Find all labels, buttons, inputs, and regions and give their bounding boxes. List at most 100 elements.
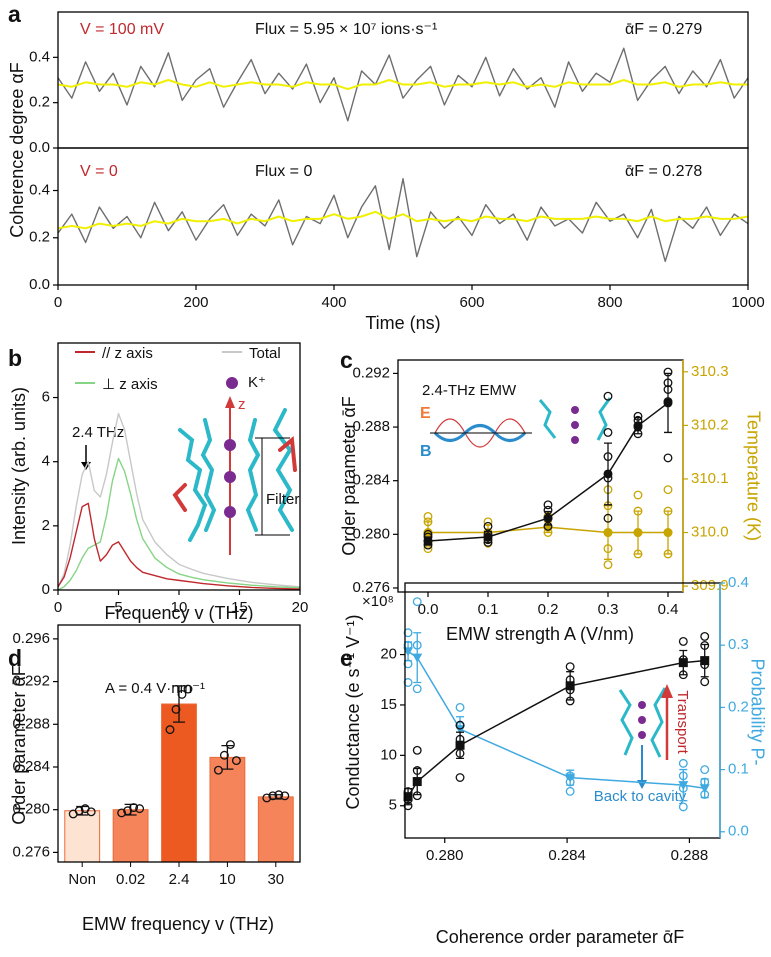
replicate-point — [412, 684, 422, 694]
x-axis-label: EMW frequency v (THz) — [82, 914, 274, 934]
y2-tick-label: 0.4 — [728, 574, 749, 591]
marker — [565, 681, 575, 691]
x-axis-label: EMW strength A (V/nm) — [446, 624, 634, 644]
y2-tick-label: 0.1 — [728, 761, 749, 778]
legend-label: ⊥ z axis — [102, 376, 158, 393]
y2-tick-label: 310.3 — [691, 363, 729, 380]
replicate-point — [177, 689, 187, 699]
bar — [257, 796, 294, 863]
x-tick-label: 30 — [267, 871, 284, 888]
y-tick-label: 0.288 — [12, 715, 50, 732]
data-line — [428, 526, 668, 534]
replicate-point — [183, 684, 193, 694]
data-line — [57, 457, 301, 591]
x-tick-label: 0 — [54, 294, 62, 311]
x-tick-label: 20 — [292, 599, 309, 616]
marker — [412, 777, 422, 787]
replicate-point — [455, 773, 465, 782]
x-tick-label: 0.2 — [538, 601, 559, 618]
replicate-point — [129, 803, 139, 813]
ion — [224, 506, 236, 518]
arrow-head — [225, 396, 235, 408]
y2-tick-label: 0.0 — [728, 823, 749, 840]
y-tick-label: 0.2 — [29, 229, 50, 246]
marker — [565, 773, 576, 783]
y2-tick-label: 310.0 — [691, 523, 729, 540]
flux: Flux = 5.95 × 10⁷ ions·s⁻¹ — [255, 21, 437, 38]
replicate-point — [268, 791, 278, 801]
ion — [638, 716, 646, 724]
x-tick-label: 0.288 — [671, 847, 709, 864]
replicate-point — [603, 513, 613, 523]
annotation: 2.4-THz EMW — [422, 382, 517, 399]
marker — [699, 784, 710, 794]
x-tick-label: 0 — [54, 599, 62, 616]
replicate-point — [74, 806, 84, 816]
data-line — [57, 79, 748, 91]
marker — [663, 398, 673, 408]
strand — [172, 483, 187, 512]
y-axis-label: Order parameter ᾱF — [339, 396, 359, 555]
x-tick-label: 5 — [114, 599, 122, 616]
condition: V = 100 mV — [80, 21, 164, 38]
x-tick-label: 0.284 — [548, 847, 586, 864]
x-tick-label: 0.4 — [658, 601, 679, 618]
marker — [423, 536, 433, 546]
panel-label: d — [8, 645, 22, 671]
y-axis-label: Order parameter ᾱF — [9, 665, 29, 824]
y-tick-label: 0.284 — [12, 758, 50, 775]
ion — [638, 731, 646, 739]
x-tick-label: 600 — [459, 294, 484, 311]
panel-label: b — [8, 345, 22, 371]
y-tick-label: 20 — [380, 646, 397, 663]
x-tick-label: Non — [68, 871, 96, 888]
strand — [596, 397, 612, 441]
data-line — [57, 210, 749, 230]
y-tick-label: 0.276 — [352, 579, 390, 596]
y-axis-label: Intensity (arb. units) — [9, 387, 29, 545]
annotation: Transport — [674, 690, 691, 754]
x-tick-label: 2.4 — [169, 871, 190, 888]
x-tick-label: 0.1 — [478, 601, 499, 618]
replicate-point — [663, 453, 673, 463]
replicate-point — [423, 512, 433, 521]
y-tick-label: 10 — [380, 746, 397, 763]
y-tick-label: 0.280 — [352, 525, 390, 542]
ion — [638, 701, 646, 709]
x-tick-label: 10 — [219, 871, 236, 888]
x-tick-label: 0.280 — [426, 847, 464, 864]
axes-frame — [57, 342, 301, 591]
replicate-point — [700, 765, 710, 775]
y2-tick-label: 0.2 — [728, 698, 749, 715]
ion — [571, 406, 579, 414]
replicate-point — [219, 750, 229, 760]
replicate-point — [678, 758, 688, 768]
axis-annotation: z — [238, 396, 246, 413]
annotation: Filter — [266, 491, 299, 508]
y2-axis-label: Temperature (K) — [743, 411, 763, 541]
channel-illustration — [618, 687, 667, 758]
x-axis-label: Coherence order parameter ᾱF — [436, 927, 685, 947]
marker — [678, 781, 689, 791]
y-tick-label: 0.292 — [12, 673, 50, 690]
data-line — [57, 412, 301, 588]
y-tick-label: 0.4 — [29, 48, 50, 65]
marker — [455, 740, 465, 750]
replicate-point — [565, 786, 575, 796]
x-tick-label: 10 — [171, 599, 188, 616]
replicate-point — [678, 637, 688, 646]
x-tick-label: 1000 — [731, 294, 764, 311]
y-tick-label: 0.280 — [12, 801, 50, 818]
y-tick-label: 2 — [42, 517, 50, 534]
x-axis-label: Frequency v (THz) — [104, 603, 253, 623]
replicate-point — [280, 791, 290, 801]
replicate-point — [412, 597, 422, 607]
y2-tick-label: 310.1 — [691, 470, 729, 487]
legend-label: K⁺ — [248, 374, 266, 391]
replicate-point — [633, 490, 643, 500]
bar — [161, 703, 197, 863]
strand — [178, 428, 208, 542]
y-tick-label: 0.296 — [12, 630, 50, 647]
y-tick-label: 0.276 — [12, 843, 50, 860]
